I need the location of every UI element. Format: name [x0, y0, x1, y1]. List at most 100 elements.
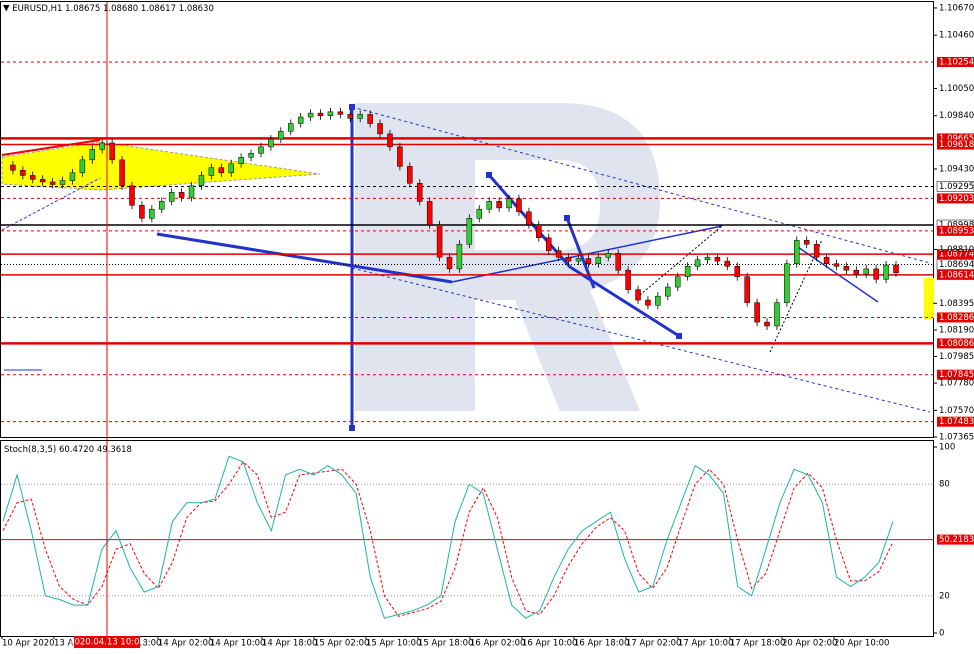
price-tick-label: 1.10670 [939, 3, 974, 13]
candle [853, 269, 860, 275]
time-label: 20 Apr 02:00 [782, 639, 837, 649]
level-label-box [937, 312, 974, 323]
candle [744, 276, 750, 303]
candle [377, 123, 383, 135]
candle [446, 256, 453, 270]
candle [178, 192, 185, 198]
candle [585, 258, 592, 264]
price-tick-label: 1.07985 [939, 352, 974, 362]
candle [228, 163, 234, 174]
stoch-k-line [2, 455, 894, 619]
candle [168, 192, 175, 202]
candle [297, 116, 304, 124]
candle [357, 114, 363, 119]
candle [149, 208, 155, 219]
price-tick-label: 1.09840 [939, 111, 974, 121]
stoch-panel [0, 440, 934, 637]
stochastic: 100 80 20 0 50.2183 [1, 443, 974, 639]
time-label: 14 Apr 18:00 [262, 639, 317, 649]
candle [873, 268, 879, 280]
level-label-box [937, 133, 974, 144]
stoch-tick-label: 20 [939, 591, 950, 601]
candle [536, 224, 542, 238]
level-label: 1.08774 [939, 250, 974, 260]
candle [109, 142, 115, 161]
candle [734, 266, 740, 277]
time-label: 15 Apr 18:00 [418, 639, 473, 649]
time-label: 20 Apr 10:00 [834, 639, 889, 649]
candle [595, 256, 602, 264]
level-label: 1.08694 [939, 260, 974, 270]
candle [674, 276, 681, 288]
candle [387, 133, 393, 148]
watermark [355, 103, 660, 411]
candle [823, 256, 830, 264]
candle [198, 175, 205, 187]
candle [635, 289, 641, 301]
candle [684, 266, 691, 277]
stoch-header: Stoch(8,3,5) 60.4720 49.3618 [4, 445, 132, 455]
level-label-box [937, 338, 974, 349]
stoch-tick-label: 0 [939, 629, 944, 639]
crosshair-time-box [74, 636, 140, 648]
price-tick-label: 1.07570 [939, 406, 974, 416]
time-label: 16 Apr 02:00 [470, 639, 525, 649]
candle [89, 149, 96, 161]
low: 1.08617 [141, 4, 176, 14]
candle [79, 159, 86, 174]
candle [436, 224, 443, 258]
candle [774, 302, 780, 327]
candle [49, 181, 56, 185]
drawings [1, 104, 934, 431]
level-label-box [937, 249, 974, 260]
candle [278, 131, 284, 140]
level-label: 1.08614 [939, 270, 974, 280]
candle [714, 256, 721, 262]
candle [139, 205, 145, 219]
candle [516, 198, 522, 213]
candle [833, 263, 840, 267]
level-label-box [937, 416, 974, 427]
time-label: 14 Apr 10:00 [210, 639, 265, 649]
chart-header: ▼ EURUSD,H1 1.08675 1.08680 1.08617 1.08… [3, 4, 214, 14]
candle [784, 263, 790, 303]
candle [665, 286, 671, 297]
level-label-box [937, 56, 974, 67]
time-label: 17 Apr 02:00 [626, 639, 681, 649]
price-tick-label: 1.10460 [939, 31, 974, 41]
crosshair-time: 2020.04.13 10:00 [69, 638, 145, 648]
price-tick-label: 1.09430 [939, 164, 974, 174]
candle [555, 250, 562, 258]
level-label: 1.09618 [939, 140, 974, 150]
candle [317, 112, 324, 116]
candle [268, 138, 274, 148]
level-label: 1.10254 [939, 57, 974, 67]
k-value: 60.4720 [59, 445, 94, 455]
time-label: 16 Apr 10:00 [522, 639, 577, 649]
candle [794, 240, 800, 264]
level-label: 1.09665 [939, 134, 974, 144]
candle [397, 146, 403, 167]
candle [615, 253, 621, 271]
level-label-box [936, 181, 974, 192]
candle [704, 256, 711, 261]
price-panel [0, 1, 934, 438]
time-label: 15 Apr 10:00 [366, 639, 421, 649]
price-tick-label: 1.08395 [939, 299, 974, 309]
candle [486, 201, 492, 210]
candle [754, 302, 760, 323]
candle [248, 153, 254, 158]
candle [258, 146, 264, 154]
candle [883, 264, 889, 280]
price-tick-label: 1.10050 [939, 84, 974, 94]
candle [347, 114, 354, 119]
candle [367, 114, 373, 124]
level-label: 1.07483 [939, 417, 974, 427]
d-value: 49.3618 [97, 445, 132, 455]
close: 1.08630 [179, 4, 214, 14]
candle [575, 258, 582, 262]
candle [426, 201, 433, 226]
candle [218, 167, 225, 174]
